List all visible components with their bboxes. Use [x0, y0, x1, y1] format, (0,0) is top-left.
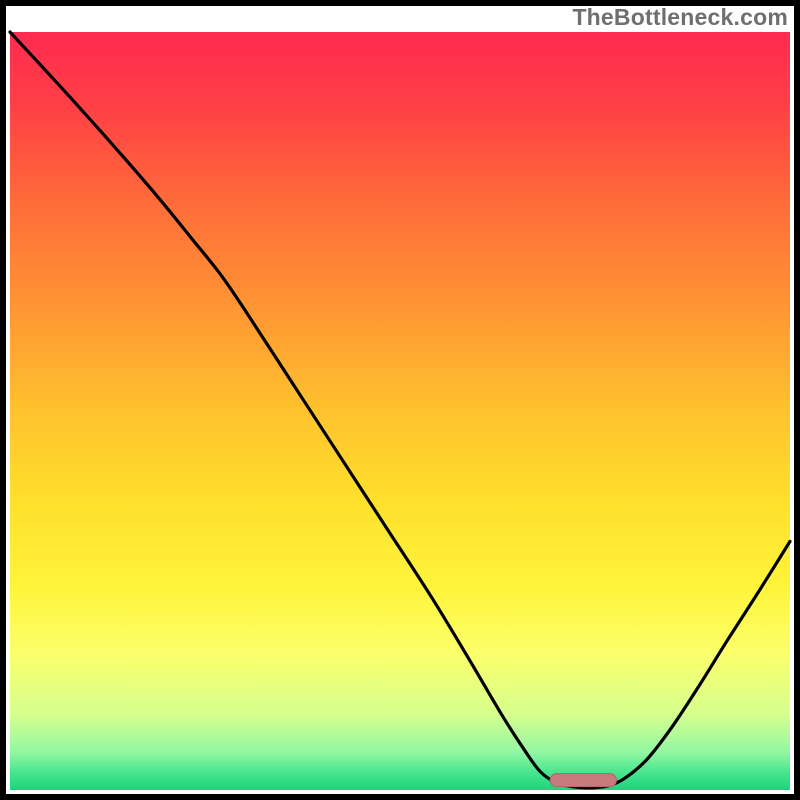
optimal-marker [550, 774, 616, 787]
bottleneck-chart [0, 0, 800, 800]
watermark-text: TheBottleneck.com [572, 4, 788, 31]
chart-gradient-background [10, 32, 790, 790]
